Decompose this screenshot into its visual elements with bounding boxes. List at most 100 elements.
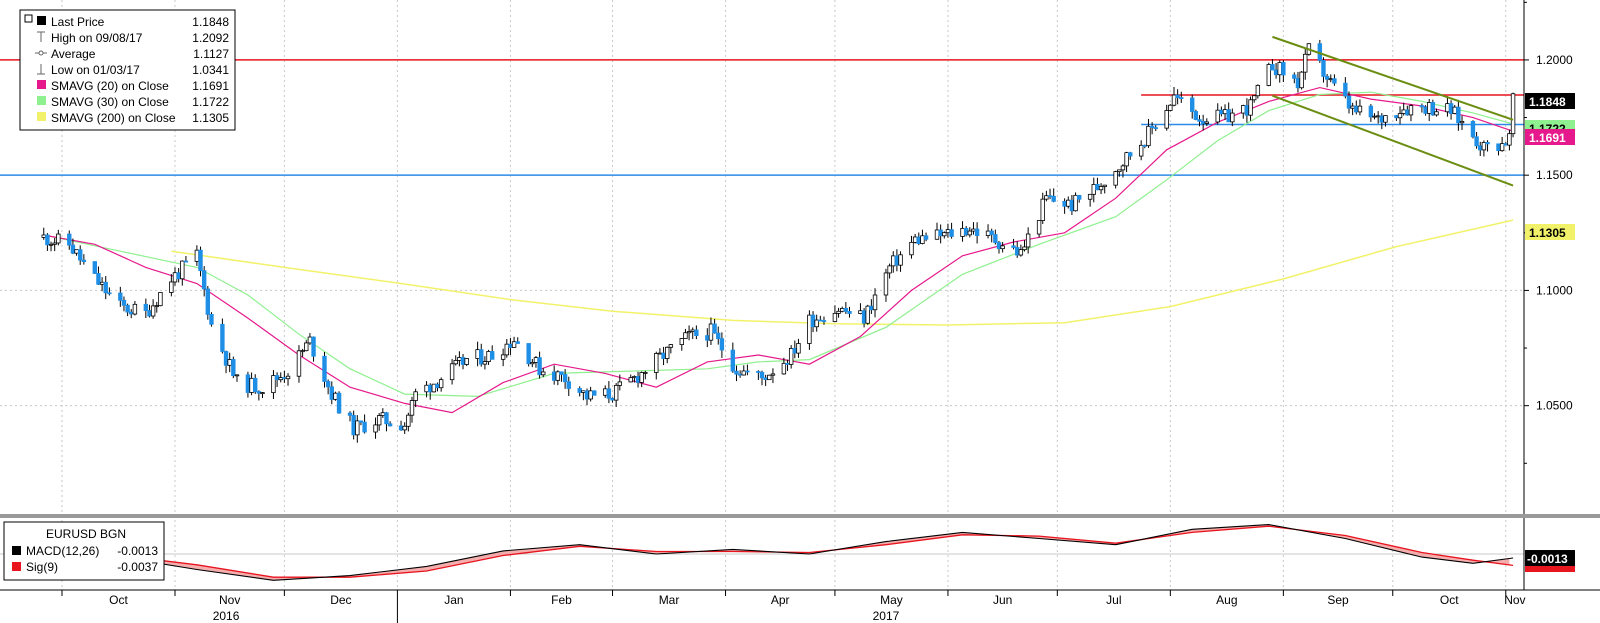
candle-down (201, 270, 207, 290)
sma200-series (171, 219, 1514, 326)
legend-sma200-label: SMAVG (200) on Close (51, 111, 176, 125)
candle-up (1248, 99, 1253, 116)
candle-up (1087, 193, 1093, 200)
candle-up (1277, 62, 1282, 76)
candle-down (322, 355, 327, 382)
candle-up (1036, 220, 1042, 235)
candle-down (1470, 120, 1476, 138)
candle-up (1372, 115, 1377, 118)
candle-down (1095, 184, 1100, 191)
candle-down (712, 323, 717, 334)
candle-up (278, 377, 283, 381)
candle-down (183, 260, 189, 263)
candle-up (1459, 120, 1465, 124)
candle-down (92, 261, 97, 274)
candle-down (231, 359, 236, 377)
price-legend: Last Price 1.1848 High on 09/08/17 1.209… (19, 9, 236, 131)
candle-up (74, 249, 79, 254)
candle-up (1000, 245, 1005, 250)
month-label: Nov (219, 593, 240, 607)
candle-down (274, 375, 280, 381)
candle-up (942, 232, 947, 237)
candle-up (285, 375, 291, 380)
candle-up (307, 336, 313, 344)
candle-up (169, 281, 174, 293)
sma30-series (43, 91, 1514, 398)
candle-up (613, 384, 619, 401)
candle-up (227, 359, 232, 366)
candle-down (1405, 109, 1410, 116)
candle-up (296, 350, 302, 377)
candle-down (176, 272, 181, 280)
legend-sma20-label: SMAVG (20) on Close (51, 79, 169, 93)
legend-box (19, 9, 236, 131)
candle-down (1292, 74, 1297, 79)
candle-down (963, 227, 969, 236)
candle-up (1303, 53, 1308, 73)
candle-down (256, 391, 262, 394)
candle-down (78, 249, 83, 261)
candle-up (1255, 85, 1261, 97)
candle-down (705, 335, 710, 341)
panel-separator (0, 514, 1600, 518)
candle-down (606, 388, 612, 399)
candle-down (566, 381, 571, 389)
candle-up (373, 424, 378, 433)
candle-down (1394, 115, 1399, 119)
macd-value: -0.0013 (117, 544, 158, 558)
legend-sma200-value: 1.1305 (192, 111, 229, 125)
legend-low-value: 1.0341 (192, 63, 229, 77)
candle-up (887, 265, 892, 274)
candle-up (1350, 105, 1355, 109)
price-tag-box (1525, 129, 1575, 145)
legend-collapse-icon[interactable] (24, 14, 33, 23)
month-label: Apr (771, 593, 790, 607)
candle-up (814, 319, 819, 328)
candle-up (858, 310, 863, 314)
candle-up (453, 359, 458, 365)
macd-tag-label: -0.0013 (1527, 552, 1568, 566)
candle-up (683, 332, 688, 339)
candle-up (920, 235, 925, 244)
candle-up (679, 338, 684, 346)
candle-up (1146, 125, 1151, 147)
candle-down (537, 357, 542, 376)
candle-down (347, 412, 353, 416)
candle-up (581, 390, 586, 393)
candle-down (398, 425, 404, 431)
candle-up (249, 377, 254, 393)
candle-up (1445, 103, 1450, 113)
candle-down (734, 370, 739, 375)
candle-down (949, 229, 954, 237)
candle-up (781, 362, 787, 375)
candle-down (526, 343, 531, 365)
candle-up (1328, 78, 1333, 81)
candle-down (577, 388, 582, 393)
legend-high-label: High on 09/08/17 (51, 31, 143, 45)
candle-down (1175, 94, 1180, 99)
price-tick-label: 1.0500 (1536, 399, 1573, 413)
year-label: 2016 (213, 609, 240, 623)
candle-down (1015, 247, 1020, 256)
candle-up (438, 379, 444, 389)
candle-up (1375, 115, 1381, 118)
candle-down (67, 233, 72, 246)
candle-up (304, 342, 309, 352)
candle-up (154, 305, 159, 308)
candle-down (362, 421, 367, 433)
candle-down (198, 249, 203, 272)
candle-up (1266, 64, 1271, 86)
candle-down (1281, 62, 1286, 76)
candle-up (1204, 121, 1210, 124)
candle-down (1485, 142, 1490, 145)
legend-last-price-value: 1.1848 (192, 15, 229, 29)
candle-up (883, 272, 889, 296)
candles (41, 39, 1516, 443)
candle-up (56, 233, 61, 244)
candle-up (1044, 195, 1049, 200)
candle-down (694, 329, 699, 337)
candle-up (533, 357, 539, 363)
legend-high-icon (37, 31, 45, 42)
candle-down (428, 384, 433, 393)
candle-down (220, 323, 225, 352)
